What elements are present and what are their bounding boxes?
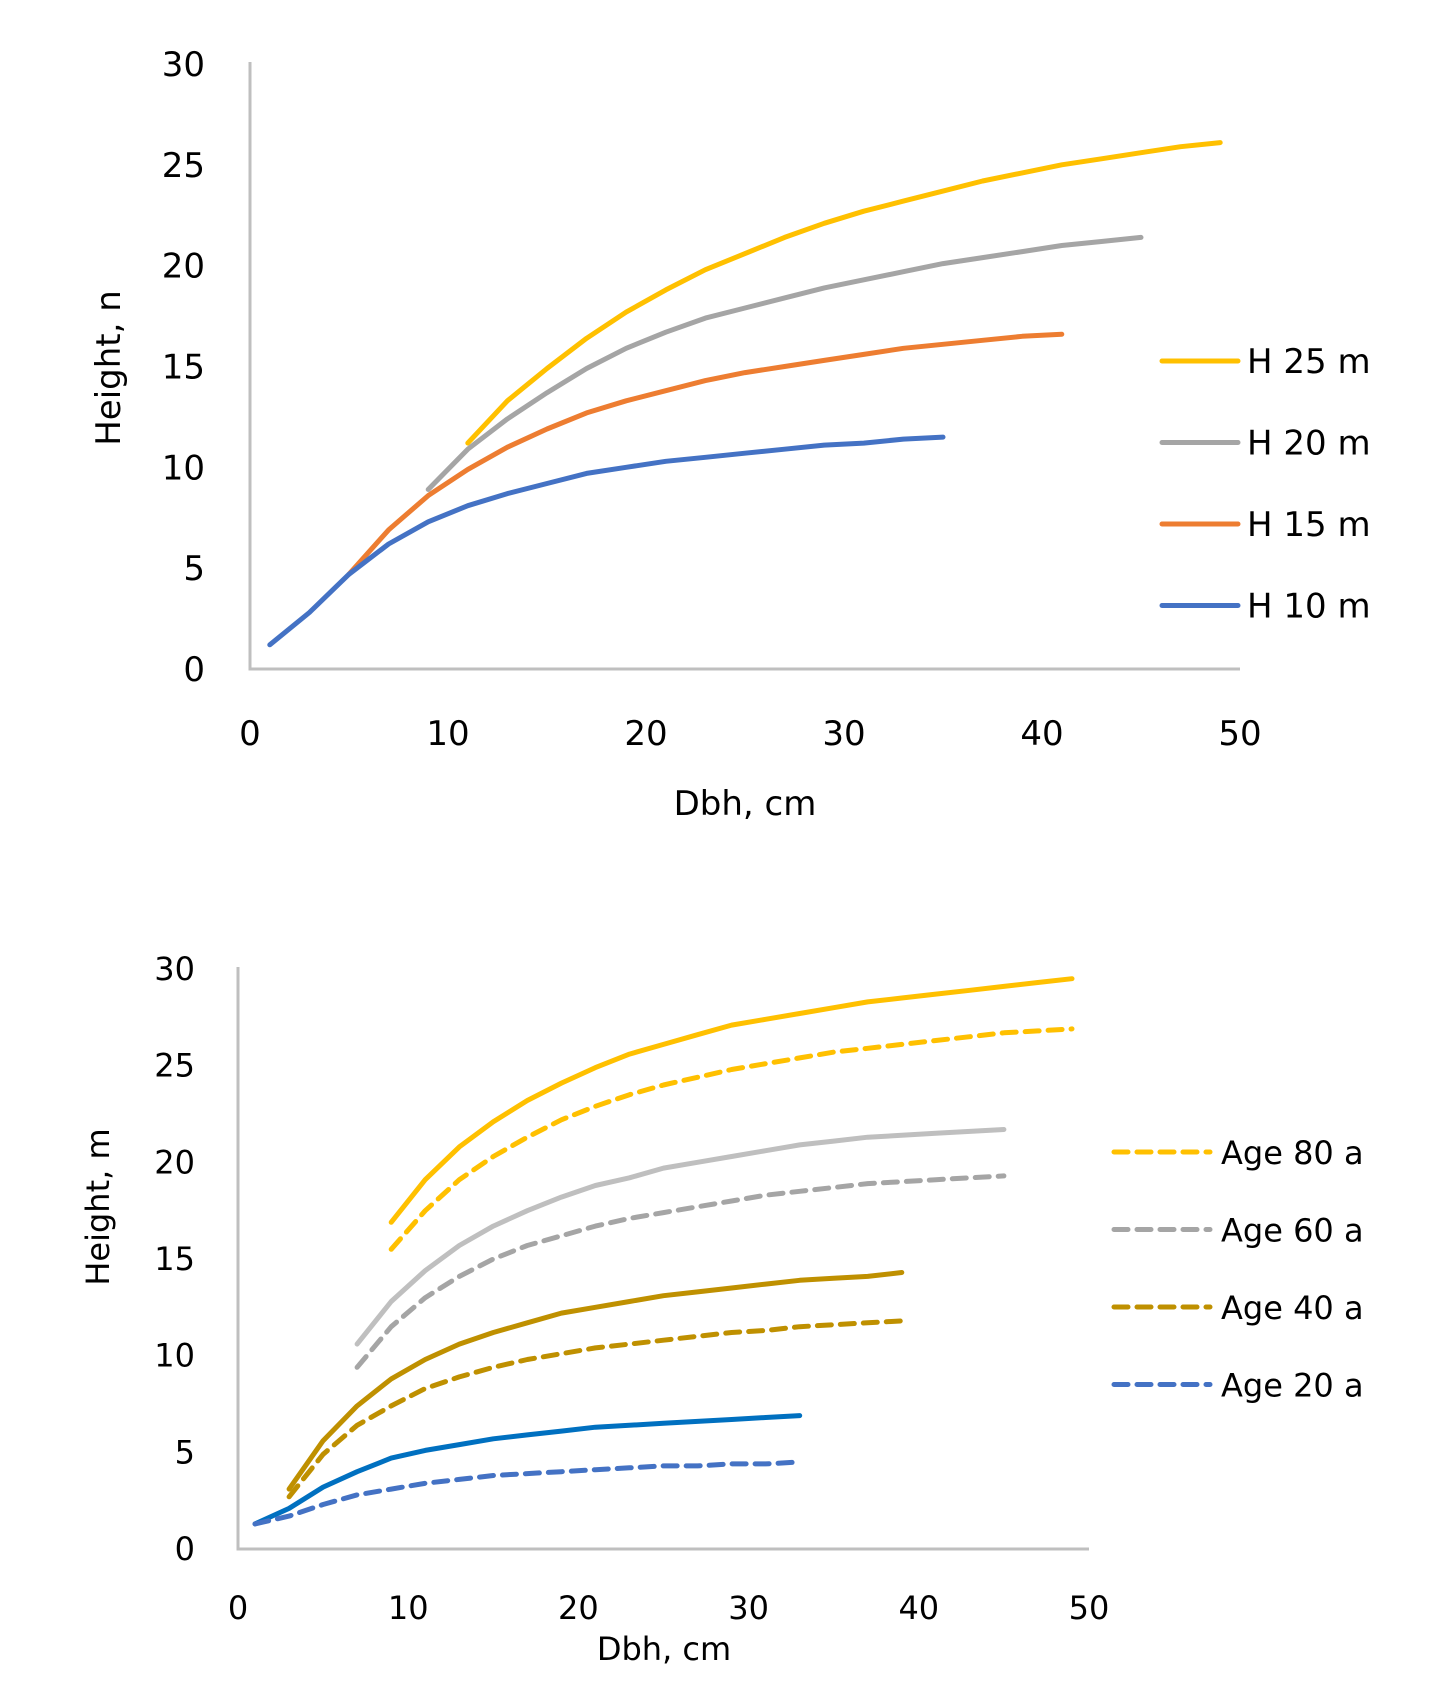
bottom-legend-item-age-60-a: Age 60 a <box>1111 1212 1364 1250</box>
top-series-h-20-m-line <box>425 234 1144 492</box>
top-x-tick-label: 50 <box>1218 714 1261 754</box>
bottom-legend-item-age-40-a: Age 40 a <box>1111 1289 1364 1327</box>
top-x-tick-label: 40 <box>1020 714 1063 754</box>
bottom-tick-labels: 0 10 20 30 40 50 0 5 10 15 20 25 30 <box>154 950 1109 1627</box>
bottom-y-tick-label: 5 <box>175 1433 195 1471</box>
top-x-tick-label: 20 <box>624 714 667 754</box>
bottom-legend: Age 80 a Age 60 a Age 40 a Age 20 a <box>1111 1134 1364 1405</box>
top-y-tick-label: 5 <box>183 549 205 589</box>
bottom-y-tick-label: 10 <box>154 1337 195 1375</box>
top-y-axis-title: Height, n <box>89 290 129 446</box>
top-x-tick-label: 10 <box>426 714 469 754</box>
bottom-x-axis-title: Dbh, cm <box>597 1630 731 1668</box>
top-legend-label: H 10 m <box>1247 587 1371 627</box>
bottom-series-age-80-a-dashed-line <box>388 1026 1075 1252</box>
bottom-y-tick-label: 15 <box>154 1240 195 1278</box>
top-series-h-10-m-line <box>267 434 946 648</box>
top-legend: H 25 m H 20 m H 15 m H 10 m <box>1159 342 1371 627</box>
bottom-series-group <box>252 976 1075 1527</box>
top-y-tick-label: 20 <box>162 247 205 287</box>
bottom-x-tick-label: 10 <box>388 1589 429 1627</box>
bottom-series-age-40-a-dashed-line <box>286 1318 905 1500</box>
bottom-legend-label: Age 20 a <box>1221 1367 1364 1405</box>
bottom-x-tick-label: 40 <box>898 1589 939 1627</box>
bottom-y-axis-title: Height, m <box>79 1128 117 1285</box>
top-legend-item-h-15-m: H 15 m <box>1159 505 1371 545</box>
bottom-x-tick-label: 0 <box>228 1589 248 1627</box>
bottom-series-age-20-a-dashed-line <box>252 1459 803 1527</box>
bottom-axes <box>236 967 1089 1551</box>
top-legend-label: H 15 m <box>1247 505 1371 545</box>
bottom-y-tick-label: 20 <box>154 1143 195 1181</box>
bottom-x-tick-label: 20 <box>558 1589 599 1627</box>
top-legend-label: H 25 m <box>1247 342 1371 382</box>
top-y-tick-label: 0 <box>183 650 205 690</box>
top-series-h-15-m-line <box>346 331 1065 577</box>
top-tick-labels: 0 10 20 30 40 50 0 5 10 15 20 25 30 <box>162 45 1262 754</box>
bottom-series-age-40-a-solid-line <box>286 1270 905 1492</box>
top-legend-item-h-10-m: H 10 m <box>1159 587 1371 627</box>
top-y-tick-label: 25 <box>162 146 205 186</box>
bottom-x-tick-label: 30 <box>728 1589 769 1627</box>
bottom-legend-label: Age 40 a <box>1221 1289 1364 1327</box>
top-y-tick-label: 30 <box>162 45 205 85</box>
bottom-series-age-80-a-solid-line <box>388 976 1075 1225</box>
top-legend-item-h-20-m: H 20 m <box>1159 424 1371 464</box>
top-y-tick-label: 10 <box>162 448 205 488</box>
bottom-y-tick-label: 0 <box>175 1530 195 1568</box>
bottom-y-tick-label: 30 <box>154 950 195 988</box>
top-legend-item-h-25-m: H 25 m <box>1159 342 1371 382</box>
bottom-legend-item-age-80-a: Age 80 a <box>1111 1134 1364 1172</box>
bottom-legend-item-age-20-a: Age 20 a <box>1111 1367 1364 1405</box>
top-axes <box>248 62 1240 671</box>
top-series-group <box>267 140 1223 648</box>
bottom-x-tick-label: 50 <box>1069 1589 1110 1627</box>
bottom-legend-label: Age 60 a <box>1221 1212 1364 1250</box>
top-y-tick-label: 15 <box>162 348 205 388</box>
top-x-tick-label: 0 <box>239 714 261 754</box>
top-legend-label: H 20 m <box>1247 424 1371 464</box>
top-x-axis-title: Dbh, cm <box>674 784 817 824</box>
bottom-series-age-60-a-solid-line <box>354 1127 1007 1347</box>
bottom-series-age-60-a-dashed-line <box>354 1173 1007 1370</box>
bottom-y-tick-label: 25 <box>154 1047 195 1085</box>
chart-bottom-height-by-age: 0 10 20 30 40 50 0 5 10 15 20 25 30 Dbh, cm Height, … <box>79 950 1364 1668</box>
bottom-series-age-20-a-solid-line <box>252 1413 803 1527</box>
bottom-legend-label: Age 80 a <box>1221 1134 1364 1172</box>
top-series-h-25-m-line <box>465 140 1223 446</box>
top-x-tick-label: 30 <box>822 714 865 754</box>
chart-top-height-by-stand-height: 0 10 20 30 40 50 0 5 10 15 20 25 30 Dbh, cm Height, … <box>89 45 1371 824</box>
